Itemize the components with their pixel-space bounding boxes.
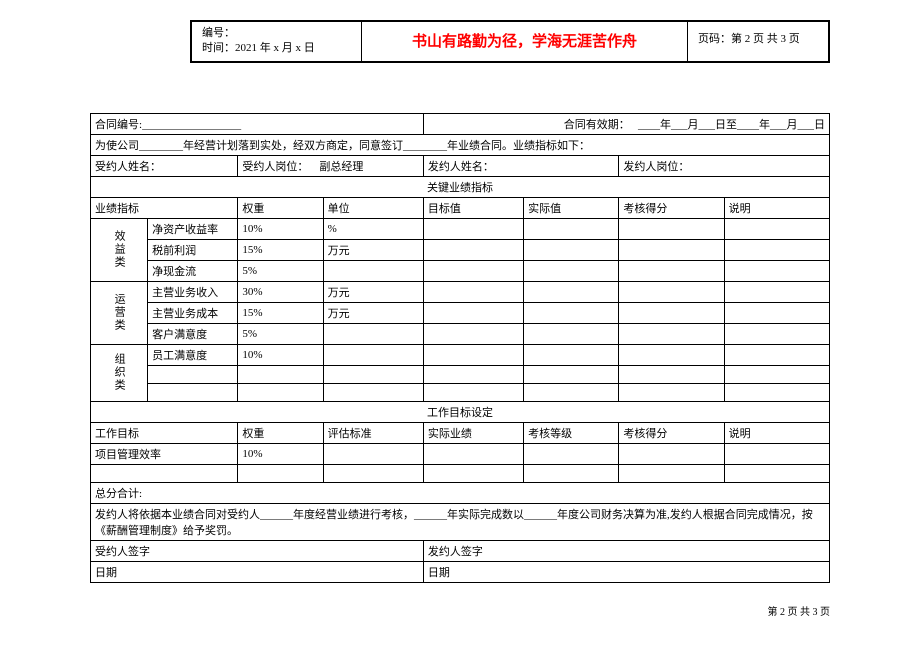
- intro-text: 为使公司________年经营计划落到实处，经双方商定，同意签订________…: [91, 134, 830, 155]
- r0-name: 净资产收益率: [148, 218, 238, 239]
- r5-name: 客户满意度: [148, 323, 238, 344]
- r0-weight: 10%: [238, 218, 323, 239]
- r2-name: 净现金流: [148, 260, 238, 281]
- r0-unit: %: [323, 218, 423, 239]
- date-b: 日期: [423, 561, 829, 582]
- sign-a: 受约人签字: [91, 540, 424, 561]
- sign-b: 发约人签字: [423, 540, 829, 561]
- r2-weight: 5%: [238, 260, 323, 281]
- code-label: 编号：: [202, 27, 235, 39]
- time-label: 时间：: [202, 42, 235, 54]
- valid-suffix: ____年___月___日至____年___月___日: [638, 119, 825, 131]
- contract-id-label: 合同编号:: [95, 119, 142, 131]
- party-b-name: 发约人姓名：: [423, 155, 619, 176]
- cat3: 组织类: [91, 344, 148, 401]
- date-a: 日期: [91, 561, 424, 582]
- r3-unit: 万元: [323, 281, 423, 302]
- header-motto: 书山有路勤为径，学海无涯苦作舟: [362, 22, 688, 61]
- r3-weight: 30%: [238, 281, 323, 302]
- page-footer: 第 2 页 共 3 页: [90, 603, 830, 618]
- party-a-post-label: 受约人岗位：: [242, 161, 308, 173]
- r5-unit: [323, 323, 423, 344]
- s1-h0: 业绩指标: [91, 197, 238, 218]
- r6-unit: [323, 344, 423, 365]
- s2-h0: 工作目标: [91, 422, 238, 443]
- r5-weight: 5%: [238, 323, 323, 344]
- header-page: 页码：第 2 页 共 3 页: [688, 22, 828, 61]
- cat2: 运营类: [91, 281, 148, 344]
- party-a-post-val: 副总经理: [319, 161, 363, 173]
- s1-h2: 单位: [323, 197, 423, 218]
- party-b-post: 发约人岗位：: [619, 155, 830, 176]
- s1-h3: 目标值: [423, 197, 523, 218]
- contract-table: 合同编号:__________________ 合同有效期： ____年___月…: [90, 113, 830, 583]
- section1-title: 关键业绩指标: [91, 176, 830, 197]
- r1-unit: 万元: [323, 239, 423, 260]
- valid-label: 合同有效期：: [564, 119, 630, 131]
- r4-name: 主营业务成本: [148, 302, 238, 323]
- s2-h1: 权重: [238, 422, 323, 443]
- s2-h3: 实际业绩: [423, 422, 523, 443]
- r1-name: 税前利润: [148, 239, 238, 260]
- s2-h4: 考核等级: [524, 422, 619, 443]
- r2-unit: [323, 260, 423, 281]
- r1-weight: 15%: [238, 239, 323, 260]
- s1-h6: 说明: [724, 197, 829, 218]
- s2-h5: 考核得分: [619, 422, 724, 443]
- party-a-name: 受约人姓名：: [91, 155, 238, 176]
- time-value: 2021 年 x 月 x 日: [235, 42, 315, 54]
- s2-h6: 说明: [724, 422, 829, 443]
- cat1: 效益类: [91, 218, 148, 281]
- s2-r1-weight: 10%: [238, 443, 323, 464]
- page-header: 编号： 时间：2021 年 x 月 x 日 书山有路勤为径，学海无涯苦作舟 页码…: [190, 20, 830, 63]
- r6-name: 员工满意度: [148, 344, 238, 365]
- s2-r1-name: 项目管理效率: [91, 443, 238, 464]
- s1-h1: 权重: [238, 197, 323, 218]
- s1-h4: 实际值: [524, 197, 619, 218]
- header-meta: 编号： 时间：2021 年 x 月 x 日: [192, 22, 362, 61]
- r3-name: 主营业务收入: [148, 281, 238, 302]
- total-label: 总分合计:: [91, 482, 830, 503]
- r4-weight: 15%: [238, 302, 323, 323]
- s1-h5: 考核得分: [619, 197, 724, 218]
- r4-unit: 万元: [323, 302, 423, 323]
- section2-title: 工作目标设定: [91, 401, 830, 422]
- note-text: 发约人将依据本业绩合同对受约人______年度经营业绩进行考核，______年实…: [91, 503, 830, 540]
- r6-weight: 10%: [238, 344, 323, 365]
- s2-h2: 评估标准: [323, 422, 423, 443]
